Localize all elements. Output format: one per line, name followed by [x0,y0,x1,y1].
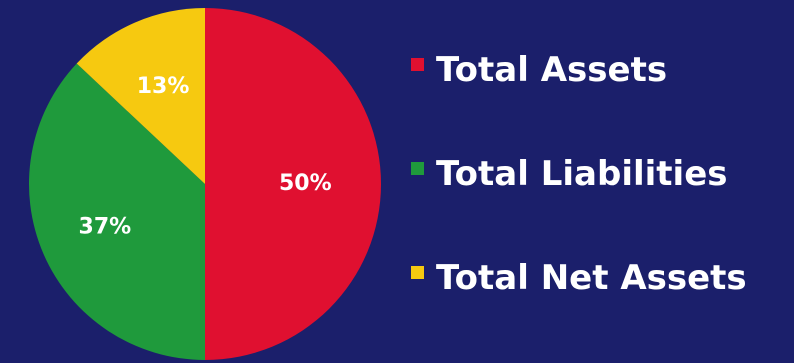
legend-swatch-total-liabilities [411,161,424,175]
legend-swatch-total-net-assets [411,265,424,279]
pie-slice-total-net-assets [76,8,205,184]
legend-swatch-total-assets [411,57,424,71]
pie-slice-total-liabilities [28,63,205,360]
legend-item-total-liabilities: Total Liabilities [411,154,747,194]
legend-item-total-assets: Total Assets [411,50,747,90]
pie-slice-total-assets [205,8,381,360]
pie-chart: 50% 37% 13% [28,8,381,360]
pie-slice-label-total-assets: 50% [279,171,332,196]
legend-label-total-liabilities: Total Liabilities [436,154,728,194]
pie-slice-label-total-liabilities: 37% [79,214,132,239]
legend-item-total-net-assets: Total Net Assets [411,258,747,298]
pie-slice-label-total-net-assets: 13% [137,74,190,99]
legend-label-total-assets: Total Assets [436,50,668,90]
legend: Total Assets Total Liabilities Total Net… [411,50,747,298]
legend-label-total-net-assets: Total Net Assets [436,258,747,298]
